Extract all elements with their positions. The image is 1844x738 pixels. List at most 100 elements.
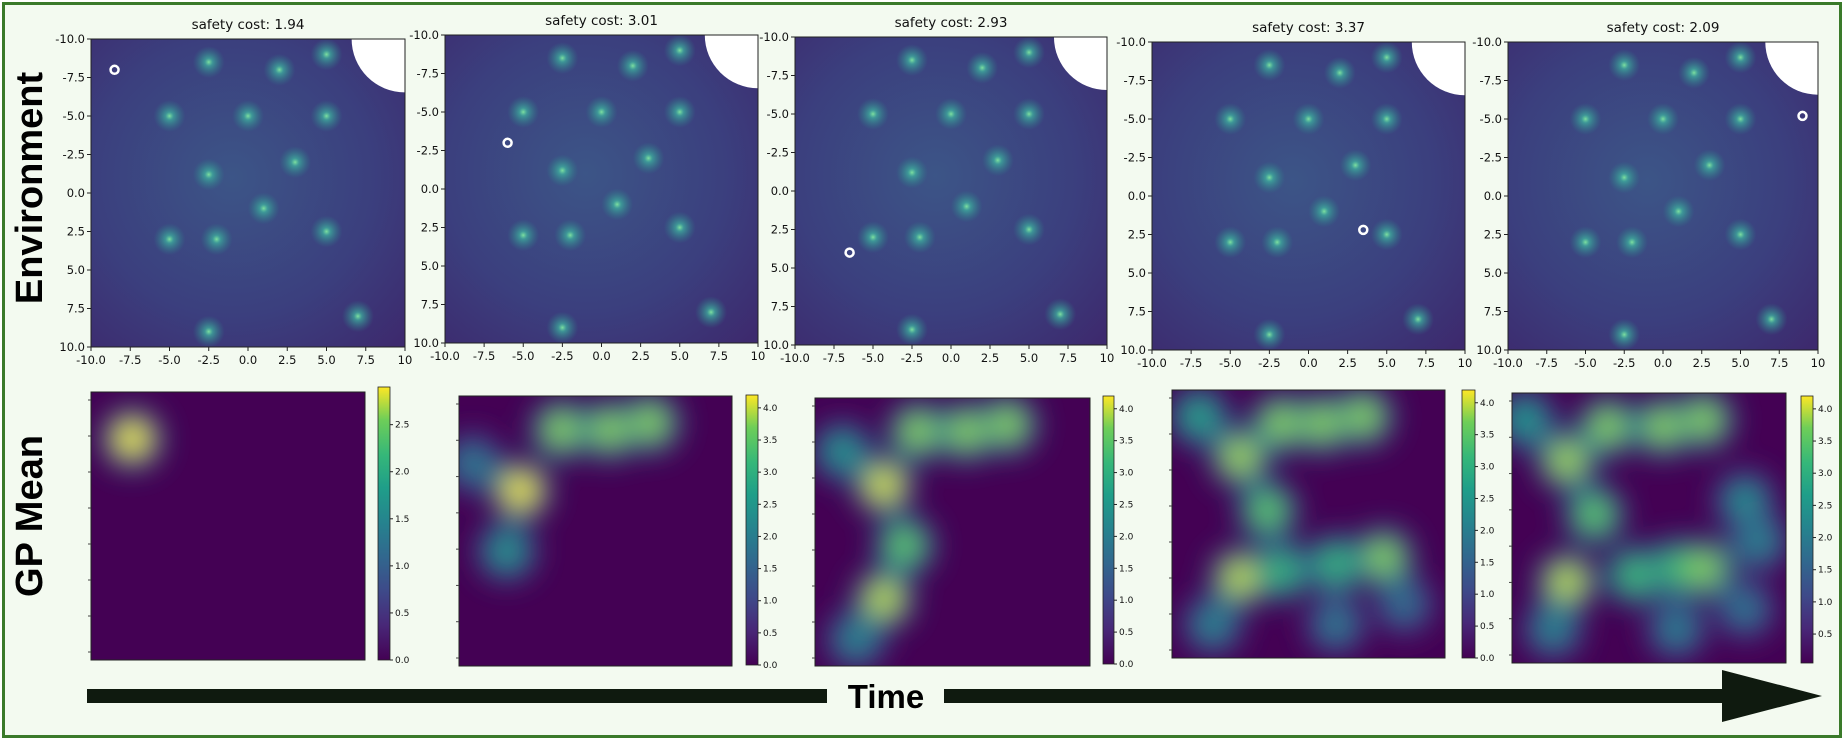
gp-mean-peak (1319, 608, 1352, 641)
colorbar-tick-label: 3.0 (1818, 469, 1833, 479)
hazard-marker (1608, 49, 1641, 82)
y-tick-label: 10.0 (763, 338, 789, 352)
x-tick-label: -7.5 (119, 353, 141, 367)
hazard-marker (1678, 56, 1710, 89)
hazard-marker (585, 96, 618, 128)
hazard-marker (857, 98, 889, 130)
hazard-marker (310, 100, 343, 132)
x-tick-label: -5.0 (1219, 356, 1241, 370)
agent-marker (1797, 110, 1808, 122)
gp-mean-peak (1265, 407, 1298, 440)
hazard-marker (601, 188, 634, 221)
x-tick-label: -2.5 (1258, 356, 1280, 370)
gp-mean-peak (116, 422, 149, 455)
y-tick-label: -2.5 (767, 146, 789, 160)
gp-mean-peak (1660, 552, 1693, 585)
x-tick-label: 2.5 (1693, 356, 1711, 370)
x-tick-label: -10.0 (1493, 356, 1523, 370)
x-tick-label: -7.5 (823, 351, 845, 365)
hazard-marker (1569, 103, 1602, 135)
time-arrow-shaft-left (87, 689, 827, 703)
hazard-marker (1370, 42, 1403, 74)
y-tick-label: 7.5 (1128, 305, 1146, 319)
y-tick-label: 7.5 (771, 300, 789, 314)
colorbar (745, 394, 759, 666)
x-tick-label: 0.0 (1654, 356, 1672, 370)
colorbar-tick-label: 3.0 (1480, 463, 1495, 473)
hazard-marker (507, 219, 540, 252)
colorbar-tick-label: 3.5 (1119, 437, 1133, 447)
x-tick-label: 7.5 (1770, 356, 1788, 370)
hazard-marker (247, 192, 280, 225)
gp-mean-peak (950, 415, 983, 448)
gp-mean-peak (1591, 410, 1624, 443)
x-tick-label: 0.0 (592, 349, 610, 363)
gp-mean-peak (1224, 561, 1257, 594)
y-tick-label: 0.0 (771, 184, 789, 198)
y-tick-label: -2.5 (417, 144, 439, 158)
y-tick-label: 5.0 (1128, 266, 1146, 280)
y-tick-label: 10.0 (59, 340, 85, 354)
hazard-marker (1013, 37, 1045, 69)
hazard-marker (903, 221, 936, 254)
hazard-marker (1214, 103, 1247, 135)
colorbar-tick-label: 4.0 (1119, 405, 1134, 415)
colorbar-tick-label: 0.5 (1480, 622, 1494, 632)
colorbar-tick-label: 2.5 (395, 421, 409, 431)
x-tick-label: 0.0 (1299, 356, 1317, 370)
hazard-marker (192, 46, 225, 79)
hazard-marker (546, 42, 579, 75)
x-tick-label: -10.0 (430, 349, 460, 363)
gp-mean-peak (1619, 559, 1652, 592)
x-tick-label: 0.0 (239, 353, 257, 367)
x-tick-label: 10 (1811, 356, 1826, 370)
gp-mean-peak (1512, 404, 1542, 436)
gp-mean-peak (1578, 498, 1611, 531)
y-tick-label: 7.5 (1484, 305, 1502, 319)
gp-mean-peak (1550, 566, 1583, 598)
hazard-marker (1724, 103, 1757, 135)
colorbar-tick-label: 2.5 (1480, 494, 1494, 504)
y-tick-label: 10.0 (413, 336, 439, 350)
colorbar (377, 386, 391, 661)
gp-mean-peak (1367, 541, 1400, 574)
gp-mean-peak (1687, 404, 1720, 436)
y-tick-label: -2.5 (1124, 151, 1146, 165)
x-tick-label: -5.0 (862, 351, 884, 365)
x-tick-label: 7.5 (1417, 356, 1435, 370)
hazard-marker (1693, 149, 1726, 182)
y-tick-label: -2.5 (63, 148, 85, 162)
colorbar-tick-label: 4.0 (763, 404, 778, 414)
agent-marker (844, 247, 855, 258)
y-tick-label: -5.0 (63, 109, 85, 123)
hazard-marker (1402, 303, 1435, 336)
environment-panel-5: safety cost: 2.09 -10.0 -7.5 -5.0 -2.5 0.0 2.5… (1472, 20, 1826, 370)
obstacle-region (1053, 37, 1107, 91)
y-tick-label: 0.0 (67, 186, 85, 200)
axes-frame (1511, 392, 1787, 664)
x-tick-label: 10 (1458, 356, 1473, 370)
hazard-marker (1013, 98, 1045, 130)
y-tick-label: -5.0 (767, 107, 789, 121)
colorbar (1800, 395, 1814, 664)
x-tick-label: 2.5 (631, 349, 649, 363)
hazard-marker (663, 35, 696, 67)
gp-mean-peak (1306, 407, 1339, 440)
gp-mean-peak (1183, 400, 1216, 433)
safety-cost-title: safety cost: 3.01 (545, 13, 658, 29)
colorbar-tick-label: 1.5 (763, 565, 777, 575)
gp-mean-panel-5: 0.5 1.0 1.5 2.0 2.5 3.0 3.5 4.0 (1509, 392, 1833, 664)
gp-mean-peak (826, 435, 859, 468)
hazard-marker (200, 223, 233, 256)
hazard-marker (1647, 103, 1679, 135)
gp-mean-peak (1742, 525, 1775, 558)
hazard-marker (663, 96, 696, 128)
colorbar-tick-label: 0.5 (1119, 628, 1133, 638)
safety-cost-title: safety cost: 2.93 (895, 15, 1008, 31)
gp-mean-peak (593, 413, 626, 446)
hazard-marker (507, 96, 540, 128)
x-tick-label: -10.0 (1137, 356, 1167, 370)
gp-mean-peak (1537, 613, 1570, 646)
colorbar-tick-label: 4.0 (1818, 405, 1833, 415)
colorbar (1461, 389, 1476, 659)
